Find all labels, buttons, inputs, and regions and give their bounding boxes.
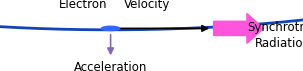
Circle shape bbox=[102, 26, 120, 31]
FancyArrow shape bbox=[214, 13, 264, 43]
Text: Velocity: Velocity bbox=[124, 0, 170, 12]
Text: Synchrotron
Radiation: Synchrotron Radiation bbox=[248, 21, 303, 50]
Text: Acceleration: Acceleration bbox=[74, 61, 147, 71]
Text: Electron: Electron bbox=[59, 0, 108, 12]
